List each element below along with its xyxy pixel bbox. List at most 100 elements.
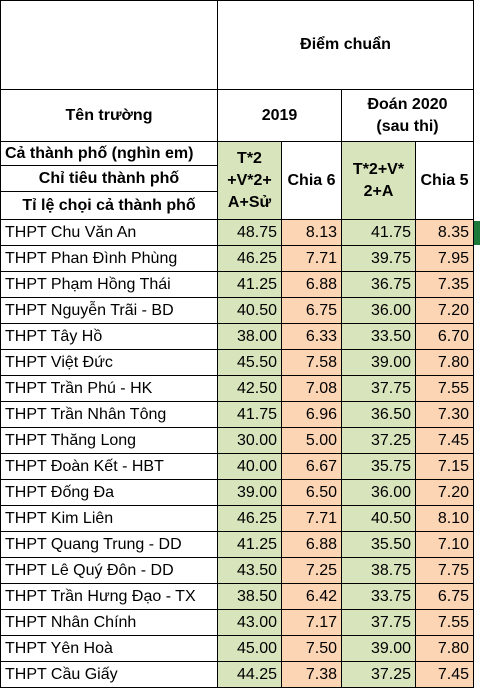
score-2020-cell[interactable]: 37.75 bbox=[342, 610, 416, 636]
chia5-cell[interactable]: 7.55 bbox=[416, 376, 474, 402]
school-name-cell[interactable]: THPT Đoàn Kết - HBT bbox=[0, 454, 218, 480]
school-name-cell[interactable]: THPT Nguyễn Trãi - BD bbox=[0, 298, 218, 324]
score-2019-cell[interactable]: 44.25 bbox=[218, 662, 282, 688]
score-2020-cell[interactable]: 36.50 bbox=[342, 402, 416, 428]
ten-truong-header[interactable]: Tên trường bbox=[0, 90, 218, 142]
school-name-cell[interactable]: THPT Nhân Chính bbox=[0, 610, 218, 636]
school-name-cell[interactable]: THPT Phan Đình Phùng bbox=[0, 246, 218, 272]
score-2020-cell[interactable]: 39.00 bbox=[342, 350, 416, 376]
corner-blank-cell[interactable] bbox=[0, 0, 218, 90]
chia5-cell[interactable]: 7.45 bbox=[416, 662, 474, 688]
score-2019-cell[interactable]: 41.75 bbox=[218, 402, 282, 428]
chia6-cell[interactable]: 5.00 bbox=[282, 428, 342, 454]
chia6-cell[interactable]: 6.96 bbox=[282, 402, 342, 428]
score-2020-cell[interactable]: 39.75 bbox=[342, 246, 416, 272]
formula-2020-header[interactable]: T*2+V* 2+A bbox=[342, 142, 416, 220]
school-name-cell[interactable]: THPT Thăng Long bbox=[0, 428, 218, 454]
chia6-cell[interactable]: 8.13 bbox=[282, 220, 342, 246]
score-2020-cell[interactable]: 36.75 bbox=[342, 272, 416, 298]
school-name-cell[interactable]: THPT Cầu Giấy bbox=[0, 662, 218, 688]
score-2019-cell[interactable]: 39.00 bbox=[218, 480, 282, 506]
chia6-cell[interactable]: 7.71 bbox=[282, 246, 342, 272]
score-2020-cell[interactable]: 36.00 bbox=[342, 480, 416, 506]
score-2020-cell[interactable]: 37.25 bbox=[342, 428, 416, 454]
chia5-cell[interactable]: 7.20 bbox=[416, 298, 474, 324]
score-2020-cell[interactable]: 37.75 bbox=[342, 376, 416, 402]
chia6-cell[interactable]: 6.50 bbox=[282, 480, 342, 506]
score-2019-cell[interactable]: 46.25 bbox=[218, 506, 282, 532]
score-2019-cell[interactable]: 43.50 bbox=[218, 558, 282, 584]
chia6-cell[interactable]: 7.17 bbox=[282, 610, 342, 636]
school-name-cell[interactable]: THPT Trần Phú - HK bbox=[0, 376, 218, 402]
chia5-cell[interactable]: 7.20 bbox=[416, 480, 474, 506]
chia5-cell[interactable]: 7.95 bbox=[416, 246, 474, 272]
school-name-cell[interactable]: THPT Đống Đa bbox=[0, 480, 218, 506]
meta-row-population[interactable]: Cả thành phố (nghìn em) bbox=[0, 142, 218, 166]
chia6-cell[interactable]: 6.33 bbox=[282, 324, 342, 350]
school-name-cell[interactable]: THPT Trần Hưng Đạo - TX bbox=[0, 584, 218, 610]
meta-row-quota[interactable]: Chỉ tiêu thành phố bbox=[0, 166, 218, 192]
score-2019-cell[interactable]: 42.50 bbox=[218, 376, 282, 402]
score-2019-cell[interactable]: 41.25 bbox=[218, 532, 282, 558]
chia5-cell[interactable]: 7.55 bbox=[416, 610, 474, 636]
chia6-cell[interactable]: 6.88 bbox=[282, 272, 342, 298]
school-name-cell[interactable]: THPT Phạm Hồng Thái bbox=[0, 272, 218, 298]
score-2019-cell[interactable]: 30.00 bbox=[218, 428, 282, 454]
score-2019-cell[interactable]: 38.50 bbox=[218, 584, 282, 610]
school-name-cell[interactable]: THPT Trần Nhân Tông bbox=[0, 402, 218, 428]
chia5-cell[interactable]: 7.80 bbox=[416, 636, 474, 662]
score-2019-cell[interactable]: 45.00 bbox=[218, 636, 282, 662]
diem-chuan-header[interactable]: Điểm chuẩn bbox=[218, 0, 474, 90]
score-2020-cell[interactable]: 33.50 bbox=[342, 324, 416, 350]
score-2020-cell[interactable]: 38.75 bbox=[342, 558, 416, 584]
school-name-cell[interactable]: THPT Kim Liên bbox=[0, 506, 218, 532]
chia5-cell[interactable]: 8.35 bbox=[416, 220, 474, 246]
chia6-cell[interactable]: 6.75 bbox=[282, 298, 342, 324]
score-2020-cell[interactable]: 35.50 bbox=[342, 532, 416, 558]
score-2020-cell[interactable]: 41.75 bbox=[342, 220, 416, 246]
formula-2019-header[interactable]: T*2 +V*2+ A+Sử bbox=[218, 142, 282, 220]
chia5-cell[interactable]: 7.75 bbox=[416, 558, 474, 584]
doan-2020-header[interactable]: Đoán 2020 (sau thi) bbox=[342, 90, 474, 142]
school-name-cell[interactable]: THPT Lê Quý Đôn - DD bbox=[0, 558, 218, 584]
chia6-header[interactable]: Chia 6 bbox=[282, 142, 342, 220]
chia6-cell[interactable]: 7.38 bbox=[282, 662, 342, 688]
chia5-cell[interactable]: 6.75 bbox=[416, 584, 474, 610]
chia5-header[interactable]: Chia 5 bbox=[416, 142, 474, 220]
chia6-cell[interactable]: 7.71 bbox=[282, 506, 342, 532]
chia5-cell[interactable]: 7.35 bbox=[416, 272, 474, 298]
chia5-cell[interactable]: 7.45 bbox=[416, 428, 474, 454]
score-2020-cell[interactable]: 40.50 bbox=[342, 506, 416, 532]
score-2019-cell[interactable]: 48.75 bbox=[218, 220, 282, 246]
chia5-cell[interactable]: 8.10 bbox=[416, 506, 474, 532]
chia6-cell[interactable]: 7.25 bbox=[282, 558, 342, 584]
chia5-cell[interactable]: 6.70 bbox=[416, 324, 474, 350]
score-2019-cell[interactable]: 41.25 bbox=[218, 272, 282, 298]
meta-row-ratio[interactable]: Tỉ lệ chọi cả thành phố bbox=[0, 192, 218, 220]
chia6-cell[interactable]: 7.08 bbox=[282, 376, 342, 402]
school-name-cell[interactable]: THPT Quang Trung - DD bbox=[0, 532, 218, 558]
chia6-cell[interactable]: 7.50 bbox=[282, 636, 342, 662]
score-2019-cell[interactable]: 40.50 bbox=[218, 298, 282, 324]
school-name-cell[interactable]: THPT Yên Hoà bbox=[0, 636, 218, 662]
score-2019-cell[interactable]: 45.50 bbox=[218, 350, 282, 376]
school-name-cell[interactable]: THPT Tây Hồ bbox=[0, 324, 218, 350]
score-2020-cell[interactable]: 33.75 bbox=[342, 584, 416, 610]
chia5-cell[interactable]: 7.80 bbox=[416, 350, 474, 376]
chia6-cell[interactable]: 7.58 bbox=[282, 350, 342, 376]
score-2019-cell[interactable]: 46.25 bbox=[218, 246, 282, 272]
year-2019-header[interactable]: 2019 bbox=[218, 90, 342, 142]
chia6-cell[interactable]: 6.42 bbox=[282, 584, 342, 610]
chia6-cell[interactable]: 6.67 bbox=[282, 454, 342, 480]
score-2020-cell[interactable]: 35.75 bbox=[342, 454, 416, 480]
school-name-cell[interactable]: THPT Việt Đức bbox=[0, 350, 218, 376]
chia5-cell[interactable]: 7.30 bbox=[416, 402, 474, 428]
score-2020-cell[interactable]: 39.00 bbox=[342, 636, 416, 662]
score-2019-cell[interactable]: 38.00 bbox=[218, 324, 282, 350]
score-2020-cell[interactable]: 37.25 bbox=[342, 662, 416, 688]
school-name-cell[interactable]: THPT Chu Văn An bbox=[0, 220, 218, 246]
chia5-cell[interactable]: 7.10 bbox=[416, 532, 474, 558]
chia5-cell[interactable]: 7.15 bbox=[416, 454, 474, 480]
score-2019-cell[interactable]: 40.00 bbox=[218, 454, 282, 480]
score-2020-cell[interactable]: 36.00 bbox=[342, 298, 416, 324]
